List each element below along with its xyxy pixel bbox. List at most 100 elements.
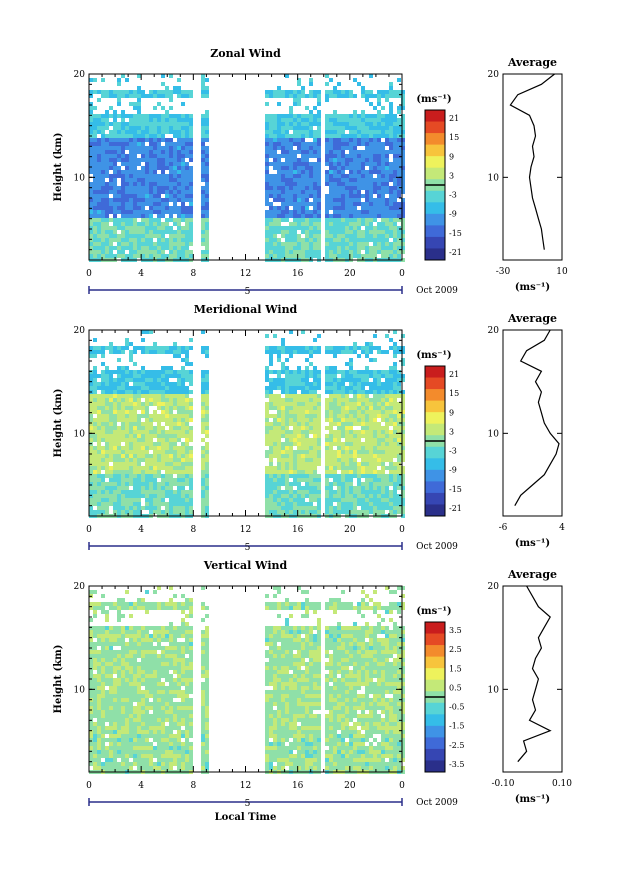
profile-x-tick-label: -6 xyxy=(499,523,508,533)
x-tick-label: 0 xyxy=(86,525,92,535)
colorbar-tick-label: 15 xyxy=(449,389,459,398)
colorbar-swatch xyxy=(425,400,445,413)
colorbar-swatch xyxy=(425,622,445,635)
colorbar-tick-label: -15 xyxy=(449,485,462,494)
colorbar-swatch xyxy=(425,645,445,658)
x-tick-label: 0 xyxy=(399,781,405,791)
profile-frame xyxy=(502,73,563,261)
x-tick-label: 12 xyxy=(240,781,251,791)
x-tick-label: 4 xyxy=(138,269,144,279)
profile-x-tick-label: -0.10 xyxy=(491,779,514,789)
panel-title: Vertical Wind xyxy=(203,559,288,572)
colorbar-swatch xyxy=(425,202,445,215)
y-tick-label: 20 xyxy=(74,70,86,80)
y-tick-label: 10 xyxy=(74,429,86,439)
panel-2: Meridional Wind 0 4 8 12 16 20 0 10 20 Height (km)… xyxy=(53,303,565,553)
colorbar-tick-label: 3.5 xyxy=(449,626,462,635)
colorbar-swatch xyxy=(425,389,445,402)
colorbar-swatch xyxy=(425,725,445,738)
date-label: 5 xyxy=(245,287,251,297)
panel-title: Meridional Wind xyxy=(194,303,298,316)
colorbar-swatch xyxy=(425,458,445,471)
x-tick-label: 0 xyxy=(86,781,92,791)
colorbar-tick-label: -9 xyxy=(449,210,457,219)
profile-x-tick-label: -30 xyxy=(496,267,511,277)
profile-frame xyxy=(502,585,563,773)
profile-x-tick-label: 4 xyxy=(559,523,565,533)
colorbar-swatch xyxy=(425,668,445,681)
date-label: 5 xyxy=(245,799,251,809)
colorbar-swatch xyxy=(425,377,445,390)
x-axis-label: Local Time xyxy=(215,812,277,823)
colorbar-swatch xyxy=(425,423,445,436)
profile-line xyxy=(509,73,555,250)
profile-x-tick-label: 10 xyxy=(556,267,568,277)
colorbar-tick-label: 9 xyxy=(449,408,454,417)
colorbar-tick-label: 1.5 xyxy=(449,664,462,673)
colorbar-swatch xyxy=(425,446,445,459)
colorbar-swatch xyxy=(425,248,445,261)
colorbar-tick-label: -2.5 xyxy=(449,741,464,750)
month-label: Oct 2009 xyxy=(416,286,458,296)
profile-title: Average xyxy=(507,56,557,69)
colorbar-swatch xyxy=(425,492,445,505)
profile-line xyxy=(517,585,552,763)
colorbar-swatch xyxy=(425,167,445,180)
colorbar-swatch xyxy=(425,366,445,379)
profile-y-tick-label: 10 xyxy=(488,173,500,183)
colorbar-swatch xyxy=(425,481,445,494)
colorbar-tick-label: 9 xyxy=(449,152,454,161)
colorbar-unit: (ms⁻¹) xyxy=(416,350,451,361)
colorbar-swatch xyxy=(425,469,445,482)
x-tick-label: 8 xyxy=(190,269,196,279)
colorbar-swatch xyxy=(425,760,445,773)
colorbar-swatch xyxy=(425,714,445,727)
colorbar-swatch xyxy=(425,156,445,169)
y-axis-label: Height (km) xyxy=(53,645,64,714)
colorbar-swatch xyxy=(425,133,445,146)
heatmap-field xyxy=(89,330,405,518)
colorbar-swatch xyxy=(425,412,445,425)
colorbar-tick-label: -15 xyxy=(449,229,462,238)
colorbar-swatch xyxy=(425,737,445,750)
y-tick-label: 20 xyxy=(74,582,86,592)
x-tick-label: 4 xyxy=(138,781,144,791)
x-tick-label: 0 xyxy=(86,269,92,279)
colorbar-swatch xyxy=(425,679,445,692)
colorbar-tick-label: -9 xyxy=(449,466,457,475)
y-axis-label: Height (km) xyxy=(53,389,64,458)
month-label: Oct 2009 xyxy=(416,542,458,552)
profile-frame xyxy=(502,329,563,517)
colorbar-tick-label: 21 xyxy=(449,114,459,123)
colorbar-tick-label: 3 xyxy=(449,427,454,436)
colorbar-tick-label: 2.5 xyxy=(449,645,462,654)
colorbar-tick-label: -21 xyxy=(449,248,462,257)
x-tick-label: 16 xyxy=(292,269,304,279)
profile-x-label: (ms⁻¹) xyxy=(515,282,550,293)
colorbar-tick-label: 0.5 xyxy=(449,683,462,692)
profile-y-tick-label: 20 xyxy=(488,582,500,592)
x-tick-label: 0 xyxy=(399,269,405,279)
x-tick-label: 8 xyxy=(190,781,196,791)
colorbar-tick-label: -3 xyxy=(449,447,457,456)
x-tick-label: 16 xyxy=(292,781,304,791)
profile-y-tick-label: 20 xyxy=(488,70,500,80)
colorbar-unit: (ms⁻¹) xyxy=(416,606,451,617)
y-tick-label: 10 xyxy=(74,173,86,183)
x-tick-label: 20 xyxy=(344,525,356,535)
colorbar-tick-label: -3.5 xyxy=(449,760,464,769)
x-tick-label: 4 xyxy=(138,525,144,535)
x-tick-label: 20 xyxy=(344,781,356,791)
profile-line xyxy=(514,329,560,506)
colorbar-swatch xyxy=(425,633,445,646)
month-label: Oct 2009 xyxy=(416,798,458,808)
colorbar-tick-label: 3 xyxy=(449,171,454,180)
profile-x-label: (ms⁻¹) xyxy=(515,538,550,549)
colorbar-swatch xyxy=(425,144,445,157)
colorbar-swatch xyxy=(425,656,445,669)
colorbar-swatch xyxy=(425,748,445,761)
date-label: 5 xyxy=(245,543,251,553)
profile-title: Average xyxy=(507,312,557,325)
x-tick-label: 0 xyxy=(399,525,405,535)
